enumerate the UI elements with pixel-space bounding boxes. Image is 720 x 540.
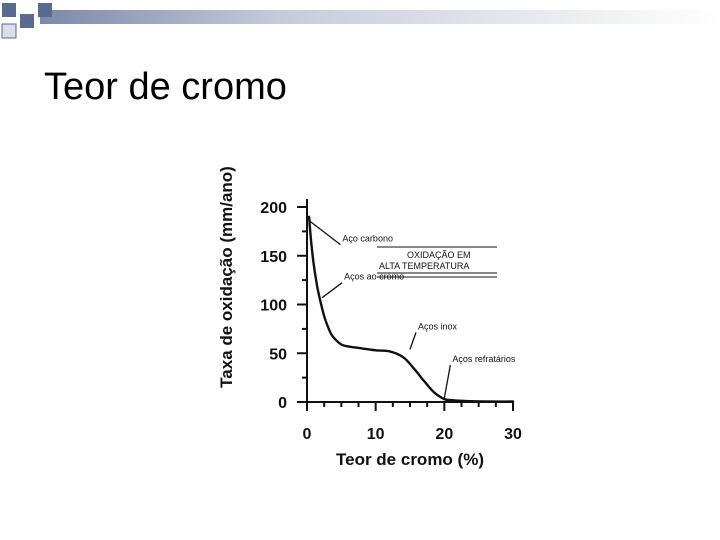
x-tick-label-10: 10 — [367, 426, 385, 443]
slide-title: Teor de cromo — [44, 66, 287, 108]
y-tick-label-150: 150 — [260, 249, 287, 266]
annotation-leader-3 — [443, 364, 451, 399]
oxidation-rate-chart: 0 50 100 150 200 0 10 20 30 Aço carbono Aços ao … — [217, 166, 522, 469]
y-tick-label-100: 100 — [260, 298, 287, 315]
x-tick-label-20: 20 — [435, 426, 453, 443]
x-axis-label: Teor de cromo (%) — [336, 450, 484, 469]
deco-square-4 — [38, 3, 52, 17]
decorative-header-bar — [1, 3, 720, 39]
x-tick-label-0: 0 — [303, 426, 312, 443]
annotation-label-1: Aços ao cromo — [344, 272, 404, 282]
annotation-leader-2 — [409, 332, 417, 350]
y-tick-label-50: 50 — [269, 346, 287, 363]
y-axis-label: Taxa de oxidação (mm/ano) — [217, 166, 236, 388]
annotation-leader-1 — [321, 282, 343, 299]
x-tick-label-30: 30 — [504, 426, 522, 443]
deco-square-1 — [2, 3, 16, 17]
deco-square-2 — [20, 14, 34, 28]
boxed-label-line-0: OXIDAÇÃO EM — [407, 250, 471, 260]
annotation-leader-0 — [310, 221, 341, 246]
annotation-label-0: Aço carbono — [342, 234, 393, 244]
annotation-label-2: Aços inox — [418, 321, 458, 331]
annotations-layer: Aço carbono Aços ao cromo Aços inox Aços re… — [310, 221, 516, 399]
boxed-label-line-1: ALTA TEMPERATURA — [379, 261, 469, 271]
y-tick-label-0: 0 — [278, 395, 287, 412]
annotation-label-3: Aços refratários — [452, 354, 516, 364]
y-axis: 0 50 100 150 200 — [260, 199, 308, 412]
series-layer — [307, 215, 515, 403]
series-line-0 — [307, 215, 515, 403]
y-tick-label-200: 200 — [260, 200, 287, 217]
header-gradient-strip — [40, 10, 720, 24]
x-axis: 0 10 20 30 — [303, 401, 522, 443]
deco-square-3 — [1, 23, 17, 39]
